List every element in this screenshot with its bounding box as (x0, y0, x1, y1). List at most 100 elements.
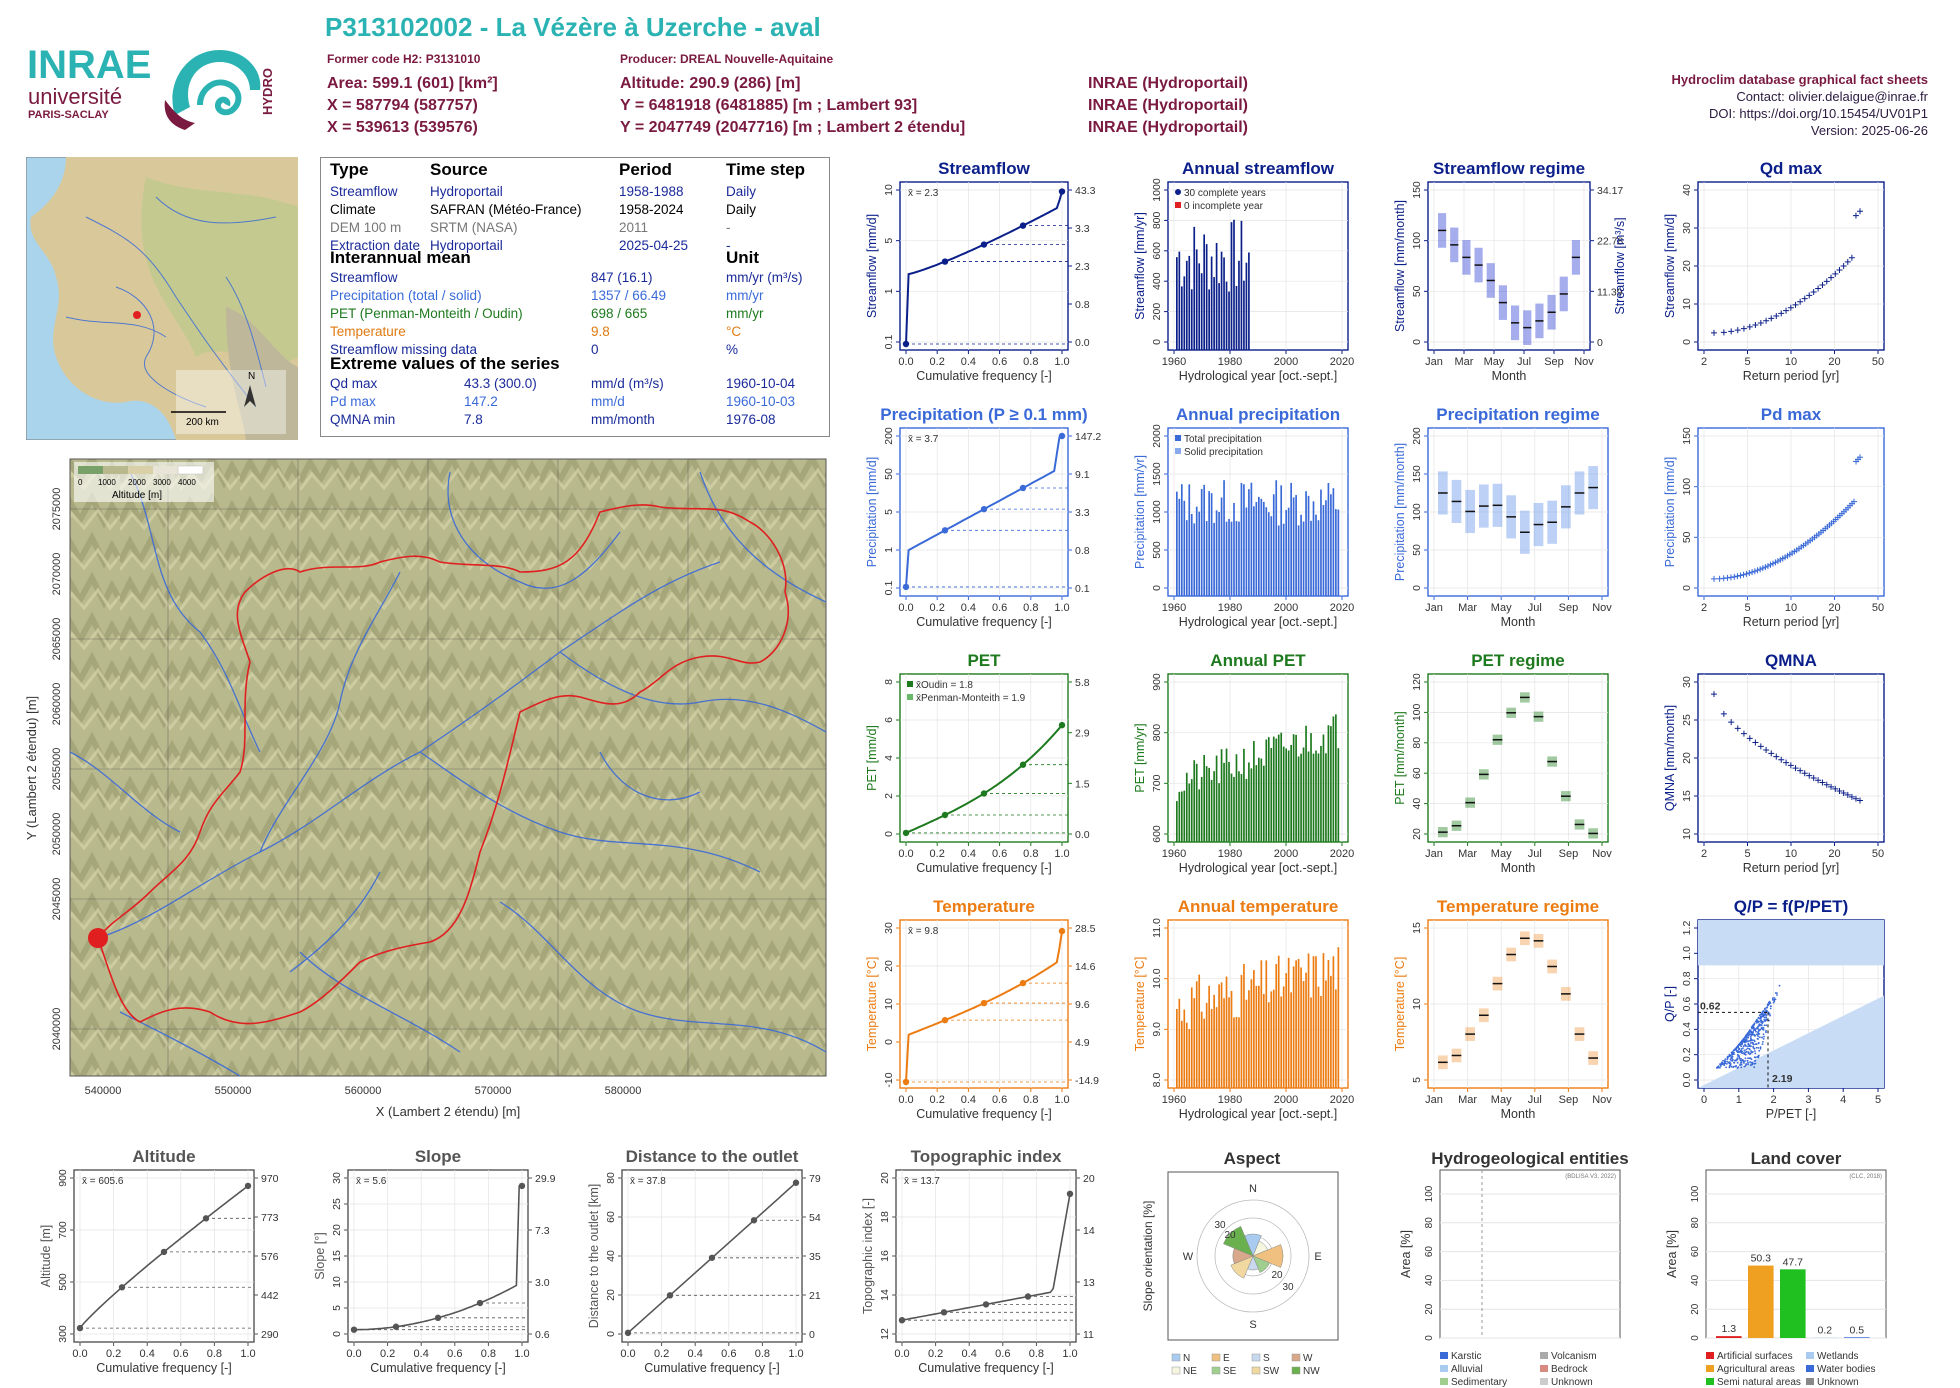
scatter-point (1747, 1062, 1749, 1064)
x-tick-label: Nov (1592, 1094, 1612, 1106)
annual-bar (1278, 956, 1280, 1088)
inter-label: Streamflow (330, 270, 398, 285)
right-tick-label: 13 (1083, 1277, 1095, 1289)
annual-bar (1308, 496, 1310, 596)
legend-label: Wetlands (1817, 1351, 1859, 1362)
annual-bar (1253, 506, 1255, 596)
annual-bar (1191, 987, 1193, 1088)
scatter-point (1764, 1024, 1766, 1026)
plot-frame (1440, 1170, 1620, 1338)
annual-bar (1223, 480, 1225, 596)
h-period: Period (619, 160, 672, 180)
right-tick-label: 5.8 (1075, 677, 1090, 689)
x-tick-label: Jan (1425, 1094, 1443, 1106)
legend-marker (1175, 202, 1181, 208)
panel-title: Precipitation (P ≥ 0.1 mm) (880, 405, 1087, 424)
annual-bar (1275, 480, 1277, 596)
annual-bar (1228, 997, 1230, 1088)
legend-label: Artificial surfaces (1717, 1351, 1793, 1362)
inter-unit: % (726, 342, 738, 357)
scatter-point (1754, 1034, 1756, 1036)
inter-label: Precipitation (total / solid) (330, 288, 482, 303)
bar (1748, 1266, 1774, 1338)
annual-bar (1211, 257, 1213, 350)
scatter-point (1753, 1066, 1755, 1068)
annual-bar (1285, 510, 1287, 596)
x-tick-label: 2 (1771, 1094, 1777, 1106)
x-tick-label: 1980 (1218, 848, 1242, 860)
annual-bar (1206, 1003, 1208, 1088)
annual-bar (1176, 492, 1178, 596)
y-tick-label: 4 (883, 755, 895, 761)
annual-bar (1323, 734, 1325, 842)
scatter-point (1769, 1001, 1771, 1003)
mean-label: x̄ = 605.6 (82, 1176, 124, 1187)
y-tick-label: 40 (605, 1250, 617, 1262)
annual-bar (1196, 981, 1198, 1088)
x-tick-label: Nov (1592, 848, 1612, 860)
legend-label: SW (1263, 1366, 1280, 1377)
y-tick-label: 500 (57, 1273, 69, 1291)
y-tick-label: 0.6 (1681, 997, 1693, 1012)
annual-bar (1181, 791, 1183, 842)
x-tick-label: 1960 (1162, 356, 1186, 368)
panel-title: QMNA (1765, 651, 1817, 670)
right-tick-label: 0.0 (1075, 337, 1090, 349)
h-interannual: Interannual mean (330, 248, 471, 268)
x-tick-label: 50 (1872, 602, 1884, 614)
x-tick-label: 0.6 (992, 356, 1007, 368)
legend-swatch (1252, 1354, 1260, 1361)
scatter-point (1740, 1042, 1742, 1044)
info-source: Hydroportail (430, 184, 503, 199)
legend-swatch (1806, 1365, 1814, 1372)
x-axis-label: Month (1501, 615, 1536, 629)
x-tick-label: 0.6 (721, 1348, 736, 1360)
legend-label: Total precipitation (1184, 434, 1262, 445)
x-tick-label: 0.8 (207, 1348, 222, 1360)
annual-bar (1208, 289, 1210, 350)
annual-bar (1178, 252, 1180, 350)
annual-bar (1300, 967, 1302, 1088)
annual-bar (1310, 997, 1312, 1088)
y-tick-label: 150 (1411, 181, 1423, 199)
y-axis-label: Distance to the outlet [km] (587, 1184, 601, 1329)
x-tick-label: Mar (1458, 848, 1477, 860)
universite-logo: université (28, 84, 122, 109)
annual-bar (1295, 495, 1297, 596)
annual-bar (1328, 960, 1330, 1088)
legend-label: E (1223, 1353, 1230, 1364)
y-tick-label: 80 (1411, 737, 1423, 749)
inter-unit: mm/yr (726, 288, 764, 303)
y-axis-label: Streamflow [mm/d] (1663, 214, 1677, 318)
y-tick-label: 60 (1690, 1246, 1701, 1258)
annual-bar (1248, 762, 1250, 842)
info-step: Daily (726, 184, 756, 199)
y-tick-label: 15 (331, 1250, 343, 1262)
scatter-point (1762, 1029, 1764, 1031)
y-tick-label: 2000 (1151, 424, 1163, 448)
y-tick-label: 20 (1424, 1303, 1435, 1315)
y-tick-label: 10 (1681, 298, 1693, 310)
legend-marker (1175, 448, 1181, 454)
annual-bar (1236, 1017, 1238, 1088)
map-xlabel: X (Lambert 2 étendu) [m] (376, 1104, 521, 1119)
scatter-point (1731, 1058, 1733, 1060)
right-tick-label: 773 (261, 1212, 279, 1224)
scatter-point (1740, 1060, 1742, 1062)
annual-bar (1285, 973, 1287, 1088)
scatter-point (1748, 1034, 1750, 1036)
x-tick-label: 0.2 (928, 1348, 943, 1360)
x-tick-label: 1960 (1162, 602, 1186, 614)
legend-label: Karstic (1451, 1351, 1482, 1362)
doi-link[interactable]: DOI: https://doi.org/10.15454/UV01P1 (1709, 106, 1928, 121)
scatter-point (1762, 1043, 1764, 1045)
annual-bar (1256, 765, 1258, 842)
panel-title: Altitude (132, 1147, 195, 1166)
right-tick-label: 14.6 (1075, 961, 1096, 973)
bar-value-label: 0.2 (1817, 1325, 1832, 1337)
x-tick-label: 2 (1701, 356, 1707, 368)
scatter-point (1729, 1055, 1731, 1057)
y-axis-label: Altitude [m] (39, 1225, 53, 1288)
